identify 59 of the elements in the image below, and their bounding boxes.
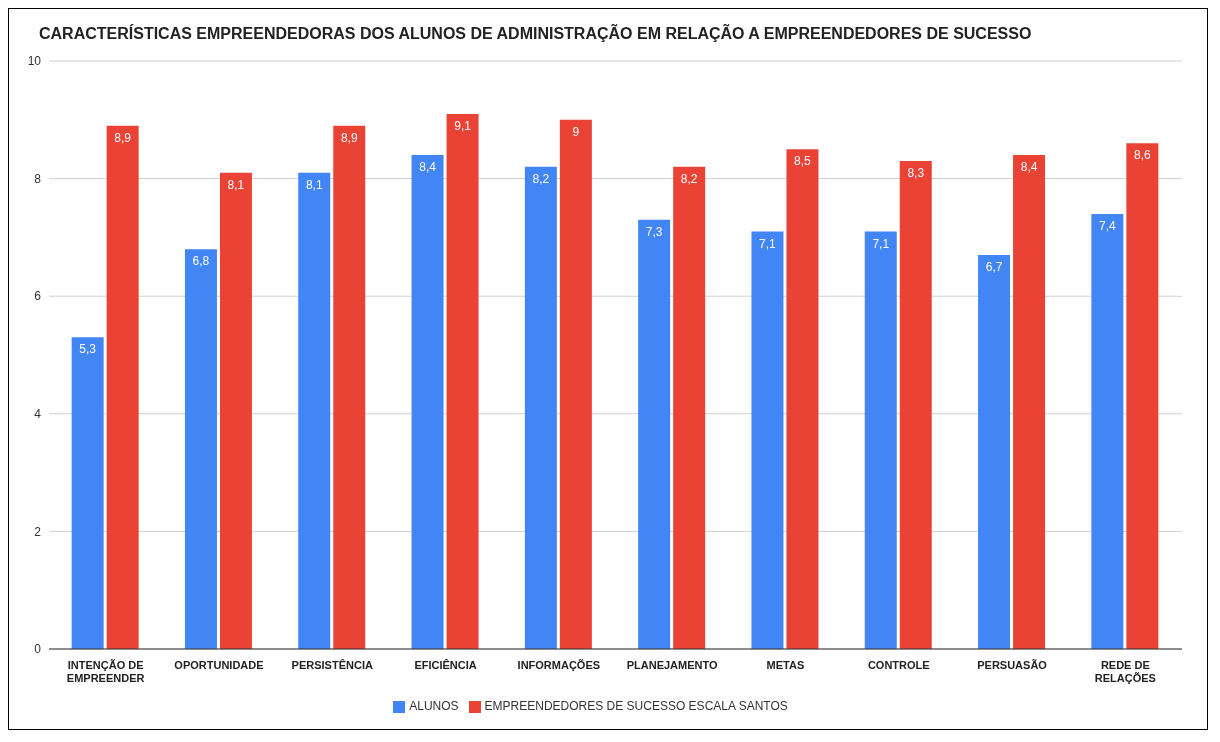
bar	[673, 166, 706, 649]
data-label: 5,3	[79, 342, 97, 357]
data-label: 6,7	[985, 260, 1003, 275]
x-tick-label: INTENÇÃO DE EMPREENDER	[66, 659, 145, 684]
data-label: 8,9	[340, 130, 358, 145]
x-tick-label: PLANEJAMENTO	[626, 659, 719, 671]
bar	[978, 255, 1011, 649]
bar	[1091, 213, 1124, 649]
bar	[1126, 143, 1159, 649]
bar	[71, 337, 104, 649]
bar	[298, 172, 331, 649]
data-label: 7,1	[872, 236, 890, 251]
bar	[184, 249, 217, 649]
bar	[106, 125, 139, 649]
x-tick-label: INFORMAÇÕES	[517, 659, 601, 671]
data-label: 8,9	[114, 130, 132, 145]
bar	[559, 119, 592, 649]
data-label: 7,1	[759, 236, 777, 251]
data-label: 6,8	[192, 254, 210, 269]
bar	[219, 172, 252, 649]
data-label: 9,1	[454, 118, 472, 133]
x-tick-label: PERSUASÃO	[977, 659, 1048, 671]
y-tick-label: 0	[34, 642, 42, 657]
data-label: 7,4	[1099, 218, 1117, 233]
data-label: 8,6	[1134, 148, 1152, 163]
legend-label: EMPREENDEDORES DE SUCESSO ESCALA SANTOS	[484, 699, 788, 713]
bar	[333, 125, 366, 649]
x-tick-label: METAS	[766, 659, 805, 671]
x-tick-label: CONTROLE	[867, 659, 930, 671]
data-label: 8,3	[907, 165, 925, 180]
bar	[1013, 155, 1046, 649]
chart-title: CARACTERÍSTICAS EMPREENDEDORAS DOS ALUNOS DE ADMINISTRAÇÃO EM RELAÇÃO A EMPREENDEDORES DE SUCESSO	[38, 23, 1033, 43]
y-tick-label: 4	[34, 407, 42, 422]
bar	[446, 113, 479, 649]
x-tick-label: OPORTUNIDADE	[174, 659, 264, 671]
data-label: 8,1	[305, 177, 323, 192]
data-label: 8,4	[1020, 160, 1038, 175]
bar	[524, 166, 557, 649]
bar	[786, 149, 819, 649]
data-label: 8,5	[794, 154, 812, 169]
y-tick-label: 6	[34, 289, 42, 304]
y-tick-label: 8	[34, 171, 42, 186]
x-tick-label: PERSISTÊNCIA	[291, 659, 373, 671]
data-label: 8,1	[227, 177, 245, 192]
bar	[864, 231, 897, 649]
y-tick-label: 10	[27, 54, 42, 69]
data-label: 8,2	[680, 171, 698, 186]
bar	[638, 219, 671, 649]
data-label: 8,4	[419, 160, 437, 175]
data-label: 9	[572, 124, 580, 139]
bar	[899, 160, 932, 649]
data-label: 7,3	[645, 224, 663, 239]
x-tick-label: EFICIÊNCIA	[414, 659, 477, 671]
bar	[411, 155, 444, 649]
legend-label: ALUNOS	[409, 699, 459, 713]
y-tick-label: 2	[34, 524, 42, 539]
data-label: 8,2	[532, 171, 550, 186]
bar	[751, 231, 784, 649]
x-tick-label: REDE DE RELAÇÕES	[1094, 659, 1156, 684]
